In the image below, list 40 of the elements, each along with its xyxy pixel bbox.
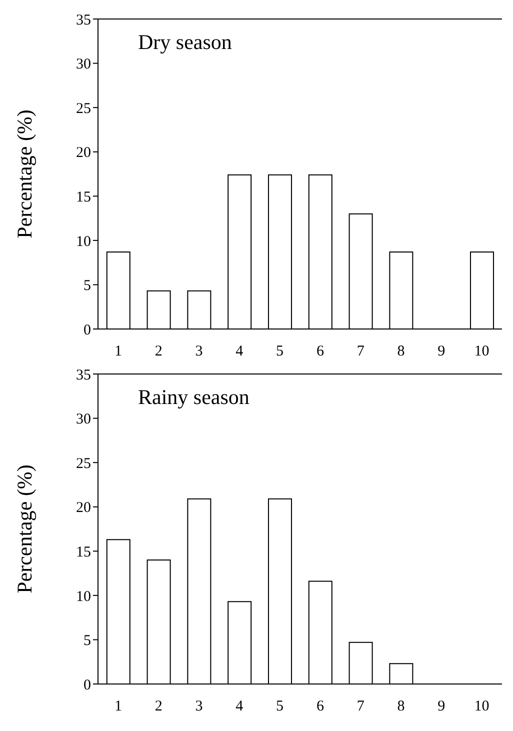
- y-tick-label: 30: [76, 56, 91, 73]
- x-tick-label: 4: [236, 344, 244, 360]
- x-tick-label: 3: [195, 698, 203, 715]
- y-axis-title: Percentage (%): [12, 464, 36, 594]
- x-tick-label: 10: [474, 344, 490, 360]
- y-tick-label: 15: [76, 189, 91, 206]
- x-tick-label: 8: [397, 344, 405, 360]
- x-tick-label: 2: [154, 344, 162, 360]
- x-tick-label: 5: [276, 344, 284, 360]
- y-tick-label: 5: [84, 278, 91, 294]
- y-tick-label: 20: [76, 500, 91, 516]
- x-tick-label: 1: [114, 344, 122, 360]
- x-tick-label: 1: [114, 698, 122, 715]
- y-tick-label: 15: [76, 544, 91, 560]
- x-tick-label: 7: [356, 344, 365, 360]
- x-tick-label: 9: [438, 698, 446, 715]
- y-tick-label: 30: [76, 412, 91, 428]
- x-tick-label: 2: [154, 698, 162, 715]
- x-tick-label: 3: [195, 344, 203, 360]
- y-tick-label: 0: [84, 677, 91, 694]
- x-tick-label: 5: [276, 698, 284, 715]
- x-tick-label: 7: [356, 698, 365, 715]
- x-tick-label: 6: [316, 698, 324, 715]
- y-tick-label: 20: [76, 145, 91, 162]
- x-tick-label: 9: [438, 344, 446, 360]
- x-tick-label: 8: [397, 698, 405, 715]
- y-tick-label: 35: [76, 12, 91, 28]
- x-tick-label: 6: [316, 344, 324, 360]
- y-tick-label: 25: [76, 456, 91, 472]
- y-tick-label: 35: [76, 367, 91, 384]
- y-tick-label: 5: [84, 633, 91, 650]
- text: Dry season: [138, 30, 232, 55]
- x-tick-label: 10: [474, 698, 490, 715]
- y-tick-label: 10: [76, 234, 91, 250]
- y-tick-label: 10: [76, 588, 91, 605]
- x-tick-label: 4: [236, 698, 244, 715]
- y-tick-label: 25: [76, 100, 91, 117]
- y-tick-label: 0: [84, 322, 91, 338]
- y-axis-title: Percentage (%): [12, 110, 36, 238]
- text: Rainy season: [138, 385, 250, 410]
